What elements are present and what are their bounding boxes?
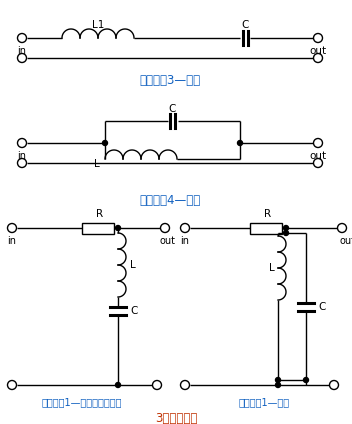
Circle shape	[181, 380, 189, 390]
Text: in: in	[7, 236, 17, 246]
Circle shape	[276, 382, 281, 388]
Circle shape	[18, 33, 26, 42]
Text: in: in	[18, 46, 26, 56]
Text: C: C	[318, 301, 325, 312]
Circle shape	[314, 139, 322, 148]
Text: 信号滤波1—带通: 信号滤波1—带通	[238, 397, 290, 407]
Bar	[250, 223, 282, 234]
Text: L1: L1	[92, 20, 104, 30]
Circle shape	[181, 223, 189, 232]
Text: in: in	[181, 236, 189, 246]
Text: L: L	[130, 260, 136, 270]
Text: C: C	[130, 306, 137, 316]
Text: C: C	[241, 20, 249, 30]
Circle shape	[329, 380, 339, 390]
Circle shape	[314, 53, 322, 62]
Circle shape	[102, 140, 107, 145]
Text: 3、信号滤波: 3、信号滤波	[155, 412, 197, 424]
Text: out: out	[339, 236, 352, 246]
Circle shape	[18, 139, 26, 148]
Circle shape	[314, 33, 322, 42]
Text: R: R	[264, 209, 271, 219]
Text: 信号滤波1—带阻（陷波器）: 信号滤波1—带阻（陷波器）	[42, 397, 122, 407]
Circle shape	[238, 140, 243, 145]
Circle shape	[283, 231, 289, 235]
Circle shape	[161, 223, 170, 232]
Circle shape	[303, 377, 308, 382]
Text: L: L	[94, 159, 100, 169]
Text: R: R	[96, 209, 103, 219]
Text: out: out	[309, 151, 327, 161]
Text: 信号滤波4—带阻: 信号滤波4—带阻	[139, 193, 201, 206]
Circle shape	[18, 159, 26, 167]
Text: 信号滤波3—带通: 信号滤波3—带通	[139, 73, 201, 86]
Bar	[82, 223, 114, 234]
Circle shape	[18, 53, 26, 62]
Circle shape	[338, 223, 346, 232]
Circle shape	[7, 380, 17, 390]
Text: out: out	[309, 46, 327, 56]
Circle shape	[314, 159, 322, 167]
Circle shape	[283, 226, 289, 231]
Text: in: in	[18, 151, 26, 161]
Circle shape	[115, 382, 120, 388]
Text: out: out	[160, 236, 176, 246]
Circle shape	[7, 223, 17, 232]
Circle shape	[115, 226, 120, 231]
Text: L: L	[269, 263, 275, 273]
Text: C: C	[169, 104, 176, 114]
Circle shape	[276, 377, 281, 382]
Circle shape	[152, 380, 162, 390]
